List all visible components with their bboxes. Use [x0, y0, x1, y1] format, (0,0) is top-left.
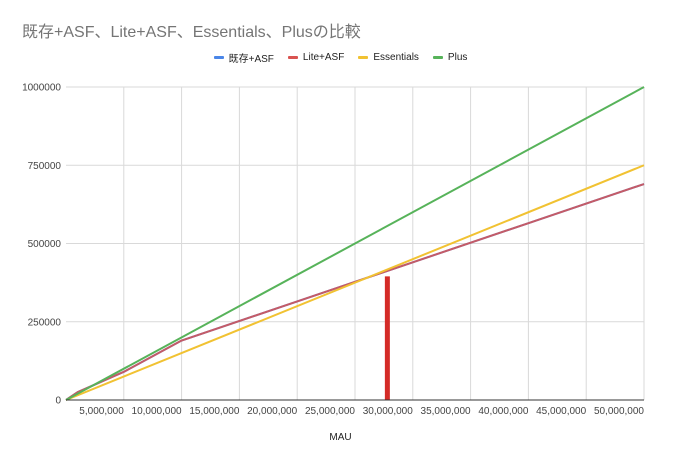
x-tick-label: 45,000,000 — [536, 406, 586, 417]
legend-item-lite-asf[interactable]: Lite+ASF — [287, 50, 345, 65]
x-tick-label: 50,000,000 — [594, 406, 644, 417]
y-tick-label: 1000000 — [22, 83, 61, 94]
legend-swatch — [287, 56, 298, 59]
legend-swatch — [432, 56, 443, 59]
x-tick-label: 10,000,000 — [132, 406, 182, 417]
x-tick-label: 25,000,000 — [305, 406, 355, 417]
legend-item-essentials[interactable]: Essentials — [358, 50, 419, 65]
legend-item-existing-asf[interactable]: 既存+ASF — [213, 50, 274, 65]
legend: 既存+ASF Lite+ASF Essentials Plus — [0, 50, 681, 65]
x-tick-label: 30,000,000 — [363, 406, 413, 417]
x-tick-label: 35,000,000 — [421, 406, 471, 417]
y-tick-label: 0 — [55, 396, 61, 407]
axes: 0 250000 500000 750000 1000000 5,000,000 10,00… — [22, 83, 644, 418]
x-tick-label: 40,000,000 — [478, 406, 528, 417]
chart-title: 既存+ASF、Lite+ASF、Essentials、Plusの比較 — [22, 24, 361, 41]
y-tick-label: 750000 — [28, 161, 62, 172]
legend-item-plus[interactable]: Plus — [432, 50, 468, 65]
legend-label: Essentials — [373, 52, 419, 63]
legend-label: Plus — [447, 52, 468, 63]
y-tick-label: 500000 — [28, 239, 62, 250]
x-tick-label: 5,000,000 — [79, 406, 124, 417]
legend-label: Lite+ASF — [302, 52, 345, 63]
legend-label: 既存+ASF — [228, 54, 274, 65]
x-tick-label: 20,000,000 — [247, 406, 297, 417]
legend-swatch — [358, 56, 369, 59]
series-line-2 — [65, 164, 645, 401]
legend-swatch — [213, 56, 224, 59]
grid — [66, 86, 645, 400]
x-axis-label: MAU — [329, 432, 352, 443]
series-line-3 — [65, 86, 645, 401]
series-lines — [65, 86, 645, 401]
x-tick-label: 15,000,000 — [189, 406, 239, 417]
y-tick-label: 250000 — [28, 317, 62, 328]
